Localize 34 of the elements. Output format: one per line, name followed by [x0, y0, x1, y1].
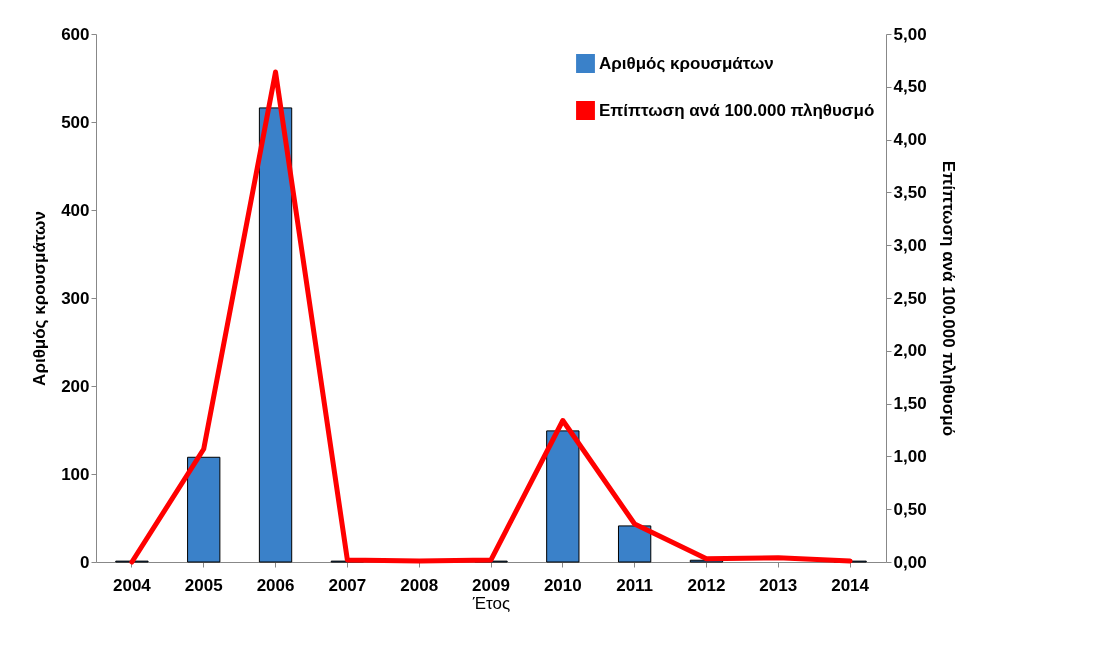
y2-tick-label: 2,50	[893, 288, 927, 308]
x-axis-title: Έτος	[471, 593, 511, 613]
y-tick-label: 400	[61, 200, 90, 220]
y2-tick-label: 1,00	[893, 446, 927, 466]
x-tick-label: 2010	[543, 575, 582, 595]
y2-tick-label: 0,50	[893, 499, 927, 519]
y2-tick-label: 1,50	[893, 394, 927, 414]
y2-tick-label: 5,00	[893, 24, 927, 44]
y-tick-label: 500	[61, 112, 90, 132]
x-tick-label: 2011	[616, 575, 654, 595]
y2-tick-label: 4,50	[893, 77, 927, 97]
y2-tick-label: 4,00	[893, 130, 927, 150]
y-tick-label: 100	[61, 464, 90, 484]
y-tick-label: 600	[61, 24, 90, 44]
y2-tick-label: 2,00	[893, 341, 927, 361]
x-tick-label: 2008	[400, 575, 439, 595]
y2-axis-title: Επίπτωση ανά 100.000 πληθυσμό	[938, 160, 958, 437]
x-tick-label: 2013	[759, 575, 798, 595]
y-tick-label: 0	[80, 552, 90, 572]
x-tick-label: 2005	[184, 575, 223, 595]
y-axis-title: Αριθμός κρουσμάτων	[30, 211, 50, 386]
legend-label: Επίπτωση ανά 100.000 πληθυσμό	[599, 100, 875, 120]
y2-tick-label: 3,00	[893, 235, 927, 255]
y-tick-label: 200	[61, 376, 90, 396]
y2-tick-label: 0,00	[893, 552, 927, 572]
x-tick-label: 2012	[687, 575, 726, 595]
x-tick-label: 2006	[256, 575, 295, 595]
x-tick-label: 2004	[113, 575, 152, 595]
legend-label: Αριθμός κρουσμάτων	[599, 53, 774, 73]
x-tick-label: 2007	[328, 575, 367, 595]
x-tick-label: 2014	[831, 575, 870, 595]
y-tick-label: 300	[61, 288, 90, 308]
x-tick-label: 2009	[472, 575, 510, 595]
y2-tick-label: 3,50	[893, 182, 927, 202]
